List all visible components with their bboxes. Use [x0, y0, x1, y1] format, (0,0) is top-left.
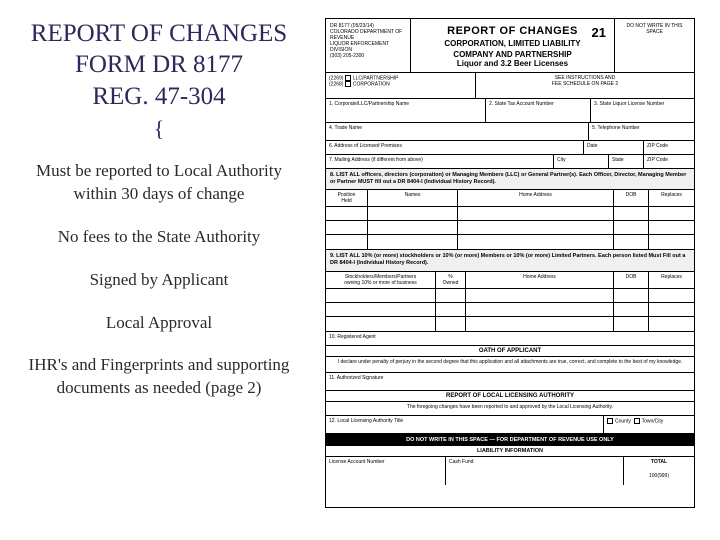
col-position: Position Held [326, 190, 368, 206]
field-zip: ZIP Code [644, 141, 694, 154]
field-mailing: 7. Mailing Address (if different from ab… [326, 155, 554, 168]
left-column: REPORT OF CHANGES FORM DR 8177 REG. 47-3… [0, 0, 310, 540]
towncity-label: Town/City [642, 418, 664, 424]
form-row-7: 7. Mailing Address (if different from ab… [326, 155, 694, 169]
col-address: Home Address [458, 190, 614, 206]
llc-code: (2269) [329, 75, 343, 81]
lic-acct: License Account Number [326, 457, 446, 485]
field-date: Date [584, 141, 644, 154]
form-row-6: 6. Address of Licensed Premises Date ZIP… [326, 141, 694, 155]
col-names: Names [368, 190, 458, 206]
bullet-list: Must be reported to Local Authority with… [18, 160, 300, 401]
field-agent: 10. Registered Agent [326, 332, 694, 345]
form-row-1: 1. Corporate/LLC/Partnership Name 2. Sta… [326, 99, 694, 123]
rla-title: REPORT OF LOCAL LICENSING AUTHORITY [326, 391, 694, 402]
form-row-4: 4. Trade Name 5. Telephone Number [326, 123, 694, 141]
field-trade-name: 4. Trade Name [326, 123, 589, 140]
form-entity-row: (2269) LLC/PARTNERSHIP (2268) CORPORATIO… [326, 73, 694, 99]
total-label: TOTAL [627, 459, 691, 465]
checkbox-icon [345, 75, 351, 81]
col-dob2: DOB [614, 272, 649, 288]
field-license-num: 3. State Liquor License Number [591, 99, 694, 122]
county-label: County [615, 418, 631, 424]
table-9-rows [326, 289, 694, 332]
total-code: 100(999) [627, 473, 691, 479]
field-state: State [609, 155, 644, 168]
field-address: 6. Address of Licensed Premises [326, 141, 584, 154]
right-column: DR 8177 (05/23/14) COLORADO DEPARTMENT O… [310, 0, 720, 540]
liability-title: LIABILITY INFORMATION [326, 446, 694, 457]
col-shareholders: Stockholders/Members/Partners owning 10%… [326, 272, 436, 288]
form-row-10: 10. Registered Agent [326, 332, 694, 346]
bullet-item: No fees to the State Authority [22, 226, 296, 249]
corp-code: (2268) [329, 82, 343, 88]
total-cell: TOTAL 100(999) [624, 457, 694, 485]
table-row [326, 207, 694, 221]
checkbox-icon [634, 418, 640, 424]
field-tax-acct: 2. State Tax Account Number [486, 99, 591, 122]
section-9: 9. LIST ALL 10% (or more) stockholders o… [326, 250, 694, 271]
form-number: 21 [592, 25, 606, 40]
form-title-block: REPORT OF CHANGES 21 CORPORATION, LIMITE… [411, 19, 614, 72]
oath-text-row: I declare under penalty of perjury in th… [326, 357, 694, 373]
title-line-2: FORM DR 8177 [75, 51, 243, 78]
table-row [326, 303, 694, 317]
form-row-12: 12. Local Licensing Authority Title Coun… [326, 416, 694, 434]
title-line-1: REPORT OF CHANGES [31, 20, 287, 47]
form-dept-block: DR 8177 (05/23/14) COLORADO DEPARTMENT O… [326, 19, 411, 72]
form-sub3: Liquor and 3.2 Beer Licenses [415, 59, 610, 68]
table-row [326, 289, 694, 303]
llc-label: LLC/PARTNERSHIP [353, 75, 399, 81]
slide-title: REPORT OF CHANGES FORM DR 8177 REG. 47-3… [18, 18, 300, 112]
field-signature: 11. Authorized Signature [326, 373, 694, 390]
table-row [326, 235, 694, 249]
bullet-item: Signed by Applicant [22, 269, 296, 292]
field-city: City [554, 155, 609, 168]
bullet-item: IHR's and Fingerprints and supporting do… [22, 354, 296, 400]
table-row [326, 221, 694, 235]
section-8: 8. LIST ALL officers, directors (corpora… [326, 169, 694, 190]
rla-text-row: The foregoing changes have been reported… [326, 402, 694, 416]
fee-note: SEE INSTRUCTIONS AND FEE SCHEDULE ON PAG… [476, 73, 694, 98]
field-phone: 5. Telephone Number [589, 123, 694, 140]
table-8-rows [326, 207, 694, 250]
field-zip2: ZIP Code [644, 155, 694, 168]
field-corp-name: 1. Corporate/LLC/Partnership Name [326, 99, 486, 122]
entity-checkboxes: (2269) LLC/PARTNERSHIP (2268) CORPORATIO… [326, 73, 476, 98]
field-local-auth: 12. Local Licensing Authority Title [326, 416, 604, 433]
col-owned: % Owned [436, 272, 466, 288]
col-replaces: Replaces [649, 190, 694, 206]
liability-row: License Account Number Cash Fund TOTAL 1… [326, 457, 694, 485]
rla-text: The foregoing changes have been reported… [326, 402, 694, 415]
title-line-3: REG. 47-304 [92, 83, 225, 110]
col-replaces2: Replaces [649, 272, 694, 288]
oath-text: I declare under penalty of perjury in th… [326, 357, 694, 372]
decorative-brace: { [18, 116, 300, 142]
form-nowrite: DO NOT WRITE IN THIS SPACE [614, 19, 694, 72]
form-title: REPORT OF CHANGES [415, 25, 610, 37]
cash-fund: Cash Fund [446, 457, 624, 485]
county-city: County Town/City [604, 416, 694, 433]
col-address2: Home Address [466, 272, 614, 288]
form-image: DR 8177 (05/23/14) COLORADO DEPARTMENT O… [325, 18, 695, 508]
black-bar: DO NOT WRITE IN THIS SPACE — FOR DEPARTM… [326, 434, 694, 446]
col-dob: DOB [614, 190, 649, 206]
form-sub1: CORPORATION, LIMITED LIABILITY [415, 39, 610, 48]
form-sub2: COMPANY AND PARTNERSHIP [415, 50, 610, 59]
table-9-header: Stockholders/Members/Partners owning 10%… [326, 272, 694, 289]
table-row [326, 317, 694, 331]
table-8-header: Position Held Names Home Address DOB Rep… [326, 190, 694, 207]
checkbox-icon [345, 81, 351, 87]
form-header: DR 8177 (05/23/14) COLORADO DEPARTMENT O… [326, 19, 694, 73]
corp-label: CORPORATION [353, 82, 390, 88]
form-row-11: 11. Authorized Signature [326, 373, 694, 391]
bullet-item: Must be reported to Local Authority with… [22, 160, 296, 206]
checkbox-icon [607, 418, 613, 424]
bullet-item: Local Approval [22, 312, 296, 335]
slide: REPORT OF CHANGES FORM DR 8177 REG. 47-3… [0, 0, 720, 540]
oath-title: OATH OF APPLICANT [326, 346, 694, 357]
